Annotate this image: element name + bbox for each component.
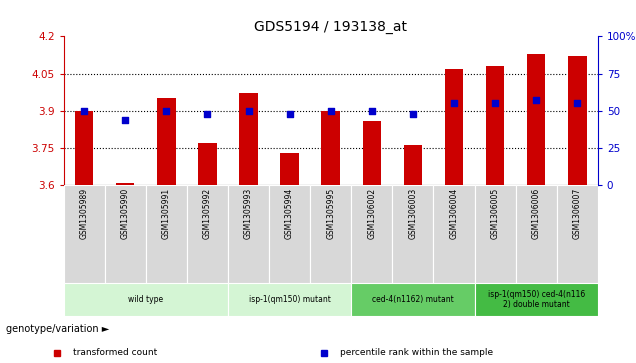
Text: GSM1305989: GSM1305989: [80, 188, 88, 239]
Point: [326, 108, 336, 114]
Point: [284, 111, 294, 117]
Point: [490, 100, 500, 106]
Bar: [64, 283, 228, 316]
Point: [449, 100, 459, 106]
Bar: [486, 66, 504, 185]
Bar: [363, 121, 381, 185]
Point: [572, 100, 583, 106]
Point: [120, 117, 130, 123]
Bar: [75, 111, 93, 185]
Text: GSM1305992: GSM1305992: [203, 188, 212, 239]
Bar: [157, 98, 176, 185]
Text: genotype/variation ►: genotype/variation ►: [6, 324, 109, 334]
Bar: [310, 185, 351, 283]
Bar: [434, 185, 474, 283]
Bar: [228, 283, 351, 316]
Bar: [239, 93, 258, 185]
Text: isp-1(qm150) ced-4(n116
2) double mutant: isp-1(qm150) ced-4(n116 2) double mutant: [488, 290, 585, 309]
Bar: [187, 185, 228, 283]
Bar: [105, 185, 146, 283]
Bar: [527, 54, 546, 185]
Bar: [64, 185, 105, 283]
Point: [162, 108, 172, 114]
Text: isp-1(qm150) mutant: isp-1(qm150) mutant: [249, 295, 331, 304]
Bar: [228, 185, 269, 283]
Bar: [280, 153, 299, 185]
Title: GDS5194 / 193138_at: GDS5194 / 193138_at: [254, 20, 407, 34]
Text: GSM1305990: GSM1305990: [121, 188, 130, 239]
Text: GSM1305994: GSM1305994: [285, 188, 294, 239]
Point: [244, 108, 254, 114]
Text: GSM1306007: GSM1306007: [573, 188, 582, 239]
Bar: [568, 56, 586, 185]
Text: GSM1306003: GSM1306003: [408, 188, 417, 239]
Bar: [116, 183, 134, 185]
Point: [408, 111, 418, 117]
Bar: [516, 185, 556, 283]
Point: [202, 111, 212, 117]
Text: percentile rank within the sample: percentile rank within the sample: [340, 348, 494, 357]
Bar: [321, 111, 340, 185]
Bar: [146, 185, 187, 283]
Bar: [392, 185, 434, 283]
Bar: [269, 185, 310, 283]
Bar: [445, 69, 463, 185]
Text: GSM1306005: GSM1306005: [490, 188, 500, 239]
Bar: [198, 143, 217, 185]
Text: ced-4(n1162) mutant: ced-4(n1162) mutant: [372, 295, 453, 304]
Text: GSM1306004: GSM1306004: [450, 188, 459, 239]
Point: [531, 97, 541, 103]
Point: [367, 108, 377, 114]
Text: GSM1305993: GSM1305993: [244, 188, 253, 239]
Bar: [351, 283, 474, 316]
Point: [79, 108, 89, 114]
Text: wild type: wild type: [128, 295, 163, 304]
Text: GSM1306002: GSM1306002: [368, 188, 377, 239]
Bar: [474, 283, 598, 316]
Bar: [404, 146, 422, 185]
Text: GSM1306006: GSM1306006: [532, 188, 541, 239]
Bar: [474, 185, 516, 283]
Bar: [556, 185, 598, 283]
Text: GSM1305995: GSM1305995: [326, 188, 335, 239]
Text: transformed count: transformed count: [73, 348, 157, 357]
Bar: [351, 185, 392, 283]
Text: GSM1305991: GSM1305991: [162, 188, 171, 239]
